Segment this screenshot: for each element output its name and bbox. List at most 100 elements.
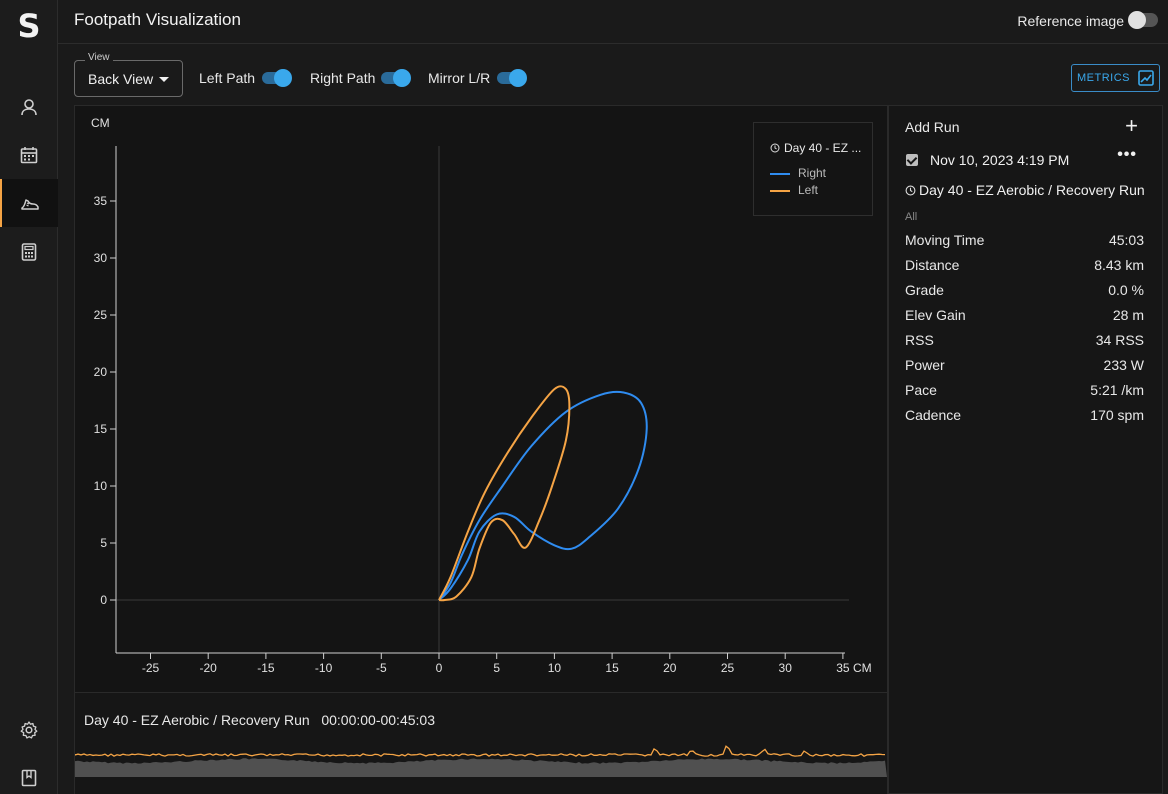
footpath-series-left <box>438 385 571 602</box>
plus-icon: + <box>1125 113 1138 138</box>
run-name: Day 40 - EZ Aerobic / Recovery Run <box>905 182 1145 198</box>
mirror-lr-label: Mirror L/R <box>428 70 491 86</box>
bookmark-icon <box>21 769 37 787</box>
user-icon <box>21 99 37 116</box>
metric-label: Pace <box>905 382 937 398</box>
rail-item-profile[interactable] <box>0 83 58 131</box>
right-path-label: Right Path <box>310 70 376 86</box>
y-tick-label: 0 <box>100 593 107 607</box>
timeline-line <box>75 745 886 757</box>
run-more-button[interactable]: ••• <box>1117 146 1137 164</box>
caret-down-icon <box>159 77 169 82</box>
x-tick-label: -20 <box>200 661 218 675</box>
reference-image-toggle[interactable] <box>1128 11 1158 29</box>
footpath-series-right <box>438 390 648 601</box>
metric-row-distance: Distance 8.43 km <box>905 257 1144 273</box>
timeline-panel: Day 40 - EZ Aerobic / Recovery Run 00:00… <box>74 693 888 794</box>
y-tick-label: 10 <box>94 479 108 493</box>
chart-legend: Day 40 - EZ ... Right Left <box>753 122 873 216</box>
legend-item-right: Right <box>770 166 826 180</box>
rail-item-footpath[interactable] <box>0 179 58 227</box>
toolbar: View Back View Left Path Right Path Mirr… <box>58 44 1168 106</box>
toggle-knob <box>274 69 292 87</box>
right-path-toggle[interactable] <box>381 69 411 87</box>
metric-label: Elev Gain <box>905 307 966 323</box>
metrics-button-label: METRICS <box>1077 72 1130 84</box>
more-horizontal-icon: ••• <box>1117 146 1137 163</box>
x-tick-label: 20 <box>663 661 677 675</box>
run-checkbox[interactable] <box>906 154 918 166</box>
metric-label: Distance <box>905 257 960 273</box>
view-select-value: Back View <box>88 71 154 87</box>
metric-label: RSS <box>905 332 934 348</box>
metric-value: 34 RSS <box>1095 332 1144 348</box>
x-axis-label: CM <box>853 661 872 675</box>
legend-title: Day 40 - EZ ... <box>784 141 862 155</box>
rail-item-calendar[interactable] <box>0 131 58 179</box>
timeline-fill <box>75 758 887 777</box>
run-date: Nov 10, 2023 4:19 PM <box>930 152 1070 168</box>
toggle-knob <box>393 69 411 87</box>
metric-value: 5:21 /km <box>1090 382 1144 398</box>
run-side-panel: Add Run + Nov 10, 2023 4:19 PM ••• Day 4… <box>888 105 1163 794</box>
scope-label: All <box>905 211 918 223</box>
timeline-range: 00:00:00-00:45:03 <box>321 712 435 728</box>
chart-image-icon <box>1138 70 1154 86</box>
clock-icon <box>905 185 916 196</box>
x-tick-label: -15 <box>257 661 275 675</box>
gear-icon <box>20 721 38 739</box>
toggle-knob <box>1128 11 1146 29</box>
metric-label: Grade <box>905 282 944 298</box>
x-tick-label: 5 <box>493 661 500 675</box>
page-title: Footpath Visualization <box>74 10 241 29</box>
x-tick-label: 25 <box>721 661 735 675</box>
metric-value: 28 m <box>1112 307 1144 323</box>
add-run-button[interactable]: + <box>1125 113 1138 138</box>
metric-label: Power <box>905 357 945 373</box>
metric-value: 0.0 % <box>1108 282 1144 298</box>
x-tick-label: 30 <box>779 661 793 675</box>
y-tick-label: 35 <box>94 194 108 208</box>
x-tick-label: -10 <box>315 661 333 675</box>
metrics-button[interactable]: METRICS <box>1071 64 1160 92</box>
y-axis-label: CM <box>91 116 110 130</box>
timeline-title: Day 40 - EZ Aerobic / Recovery Run 00:00… <box>84 712 435 728</box>
calculator-icon <box>21 243 37 261</box>
left-rail: S <box>0 0 58 794</box>
y-tick-label: 15 <box>94 422 108 436</box>
metric-row-cadence: Cadence 170 spm <box>905 407 1144 423</box>
timeline-run-name: Day 40 - EZ Aerobic / Recovery Run <box>84 712 310 728</box>
toggle-knob <box>509 69 527 87</box>
legend-item-left: Left <box>770 183 818 197</box>
metric-row-power: Power 233 W <box>905 357 1144 373</box>
legend-item-right-label: Right <box>798 166 827 180</box>
rail-item-settings[interactable] <box>0 706 58 754</box>
y-tick-label: 30 <box>94 251 108 265</box>
y-tick-label: 20 <box>94 365 108 379</box>
metric-row-rss: RSS 34 RSS <box>905 332 1144 348</box>
x-tick-label: -5 <box>376 661 387 675</box>
reference-image-label: Reference image <box>1017 13 1124 29</box>
x-tick-label: 15 <box>605 661 619 675</box>
metric-value: 170 spm <box>1090 407 1144 423</box>
app-logo[interactable]: S <box>17 7 41 45</box>
view-select[interactable]: View Back View <box>74 52 183 97</box>
y-tick-label: 5 <box>100 536 107 550</box>
metric-row-elev-gain: Elev Gain 28 m <box>905 307 1144 323</box>
left-path-toggle[interactable] <box>262 69 292 87</box>
rail-item-bookmarks[interactable] <box>0 754 58 794</box>
rail-item-calculator[interactable] <box>0 228 58 276</box>
x-tick-label: 0 <box>436 661 443 675</box>
calendar-icon <box>20 147 38 164</box>
x-tick-label: 35 <box>836 661 850 675</box>
mirror-lr-toggle[interactable] <box>497 69 527 87</box>
left-path-label: Left Path <box>199 70 256 86</box>
view-select-label: View <box>85 52 113 63</box>
x-tick-label: 10 <box>548 661 562 675</box>
metric-label: Moving Time <box>905 232 985 248</box>
footpath-chart[interactable]: CM CM 0 5 10 15 20 25 30 35 -25 -20 -15 -10 -5 0 5 10 15 20… <box>75 106 889 694</box>
metric-row-pace: Pace 5:21 /km <box>905 382 1144 398</box>
metric-label: Cadence <box>905 407 962 423</box>
footpath-chart-panel: CM CM 0 5 10 15 20 25 30 35 -25 -20 -15 -10 -5 0 5 10 15 20… <box>74 105 888 693</box>
timeline-sparkline[interactable] <box>75 734 887 794</box>
